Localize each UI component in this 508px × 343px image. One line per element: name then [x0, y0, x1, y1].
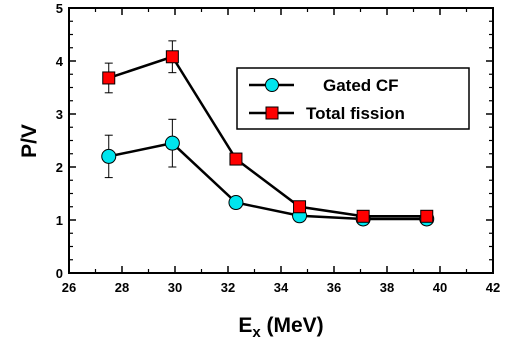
- x-tick-label: 32: [221, 280, 235, 295]
- x-axis-title: Ex (MeV): [238, 314, 323, 341]
- x-tick-label: 38: [380, 280, 394, 295]
- x-tick-label: 30: [168, 280, 182, 295]
- x-tick-label: 42: [486, 280, 500, 295]
- x-tick-label: 36: [327, 280, 341, 295]
- legend-marker-gated-cf: [265, 78, 279, 92]
- series-layer: [101, 40, 435, 227]
- legend: Gated CF Total fission: [236, 67, 470, 130]
- series-gated-cf: [101, 118, 435, 227]
- x-tick-label: 28: [115, 280, 129, 295]
- x-axis-title-main: E: [238, 314, 252, 337]
- data-point: [228, 195, 244, 211]
- y-tick-label: 2: [56, 160, 63, 175]
- legend-label-total-fission: Total fission: [306, 104, 405, 123]
- x-tick-label: 40: [433, 280, 447, 295]
- data-point: [165, 50, 179, 64]
- x-axis-title-subscript: x: [252, 324, 261, 341]
- y-tick-label: 3: [56, 107, 63, 122]
- series-line: [108, 55, 427, 218]
- y-tick-label: 1: [56, 213, 63, 228]
- data-point: [293, 200, 307, 214]
- y-tick-label: 0: [56, 266, 63, 281]
- data-point: [356, 209, 370, 223]
- y-tick-label: 4: [56, 54, 64, 69]
- series-line: [108, 141, 427, 221]
- y-tick-label: 5: [56, 1, 63, 16]
- legend-marker-total-fission: [265, 106, 279, 120]
- x-tick-label: 34: [274, 280, 289, 295]
- data-point: [420, 209, 434, 223]
- x-tick-label: 26: [62, 280, 76, 295]
- x-tick-labels: 26 28 30 32 34 36 38 40 42: [62, 280, 500, 295]
- legend-label-gated-cf: Gated CF: [323, 76, 399, 95]
- data-point: [164, 135, 180, 151]
- series-total-fission: [102, 40, 434, 223]
- axis-ticks: [68, 7, 494, 274]
- data-point: [229, 152, 243, 166]
- data-point: [101, 148, 117, 164]
- plot-frame: [68, 7, 494, 274]
- x-axis-title-unit: (MeV): [261, 314, 324, 337]
- y-axis-title: P/V: [18, 124, 41, 158]
- data-point: [102, 71, 116, 85]
- y-tick-labels: 0 1 2 3 4 5: [56, 1, 64, 281]
